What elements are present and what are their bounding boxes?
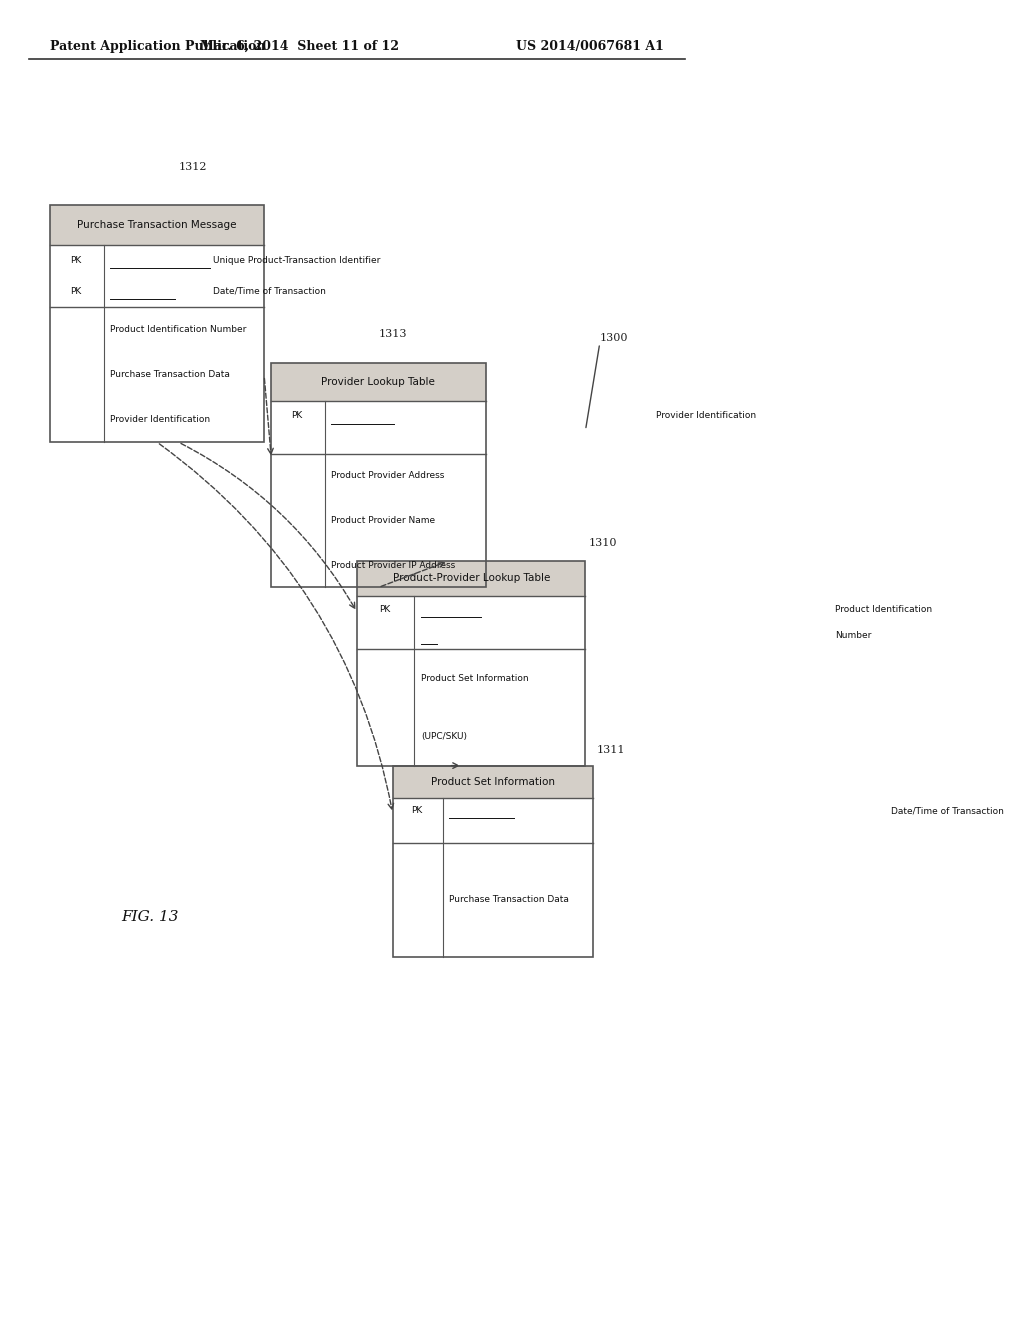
Text: PK: PK (70, 286, 81, 296)
Text: 1300: 1300 (600, 333, 629, 343)
Text: 1310: 1310 (589, 537, 617, 548)
Text: Product Identification Number: Product Identification Number (110, 325, 247, 334)
Text: Unique Product-Transaction Identifier: Unique Product-Transaction Identifier (213, 256, 381, 265)
Text: Provider Identification: Provider Identification (656, 412, 757, 420)
Text: Provider Lookup Table: Provider Lookup Table (322, 378, 435, 387)
Text: Product Provider IP Address: Product Provider IP Address (332, 561, 456, 570)
Text: Product Provider Address: Product Provider Address (332, 471, 444, 480)
Text: US 2014/0067681 A1: US 2014/0067681 A1 (516, 40, 664, 53)
Text: Mar. 6, 2014  Sheet 11 of 12: Mar. 6, 2014 Sheet 11 of 12 (201, 40, 399, 53)
Text: Product Set Information: Product Set Information (431, 777, 555, 787)
Text: Purchase Transaction Data: Purchase Transaction Data (449, 895, 568, 904)
Text: PK: PK (411, 807, 422, 814)
Text: Patent Application Publication: Patent Application Publication (50, 40, 265, 53)
FancyBboxPatch shape (392, 766, 593, 799)
Text: Provider Identification: Provider Identification (110, 414, 210, 424)
Text: (UPC/SKU): (UPC/SKU) (421, 733, 467, 741)
Text: PK: PK (379, 605, 390, 614)
FancyBboxPatch shape (50, 205, 264, 246)
Text: PK: PK (292, 412, 303, 420)
Text: Product Provider Name: Product Provider Name (332, 516, 435, 525)
Text: Product Identification: Product Identification (836, 605, 932, 614)
FancyBboxPatch shape (357, 561, 586, 595)
Text: Purchase Transaction Data: Purchase Transaction Data (110, 370, 229, 379)
Text: 1313: 1313 (379, 329, 407, 339)
Text: Date/Time of Transaction: Date/Time of Transaction (891, 807, 1005, 814)
Text: PK: PK (70, 256, 81, 265)
Text: Number: Number (836, 631, 871, 640)
Text: Product Set Information: Product Set Information (421, 673, 528, 682)
Text: 1312: 1312 (178, 161, 207, 172)
Text: 1311: 1311 (596, 744, 625, 755)
Text: Date/Time of Transaction: Date/Time of Transaction (213, 286, 327, 296)
Text: Purchase Transaction Message: Purchase Transaction Message (78, 220, 237, 230)
Text: Product-Provider Lookup Table: Product-Provider Lookup Table (392, 573, 550, 583)
Text: FIG. 13: FIG. 13 (122, 911, 179, 924)
FancyBboxPatch shape (271, 363, 485, 401)
